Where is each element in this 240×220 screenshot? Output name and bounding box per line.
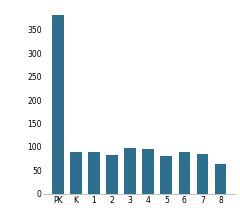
Bar [106,155,118,194]
Bar [197,154,208,194]
Bar [124,148,136,194]
Bar [52,15,64,194]
Bar [88,152,100,194]
Bar [179,152,190,194]
Bar [215,164,227,194]
Bar [161,156,172,194]
Bar [70,152,82,194]
Bar [142,149,154,194]
